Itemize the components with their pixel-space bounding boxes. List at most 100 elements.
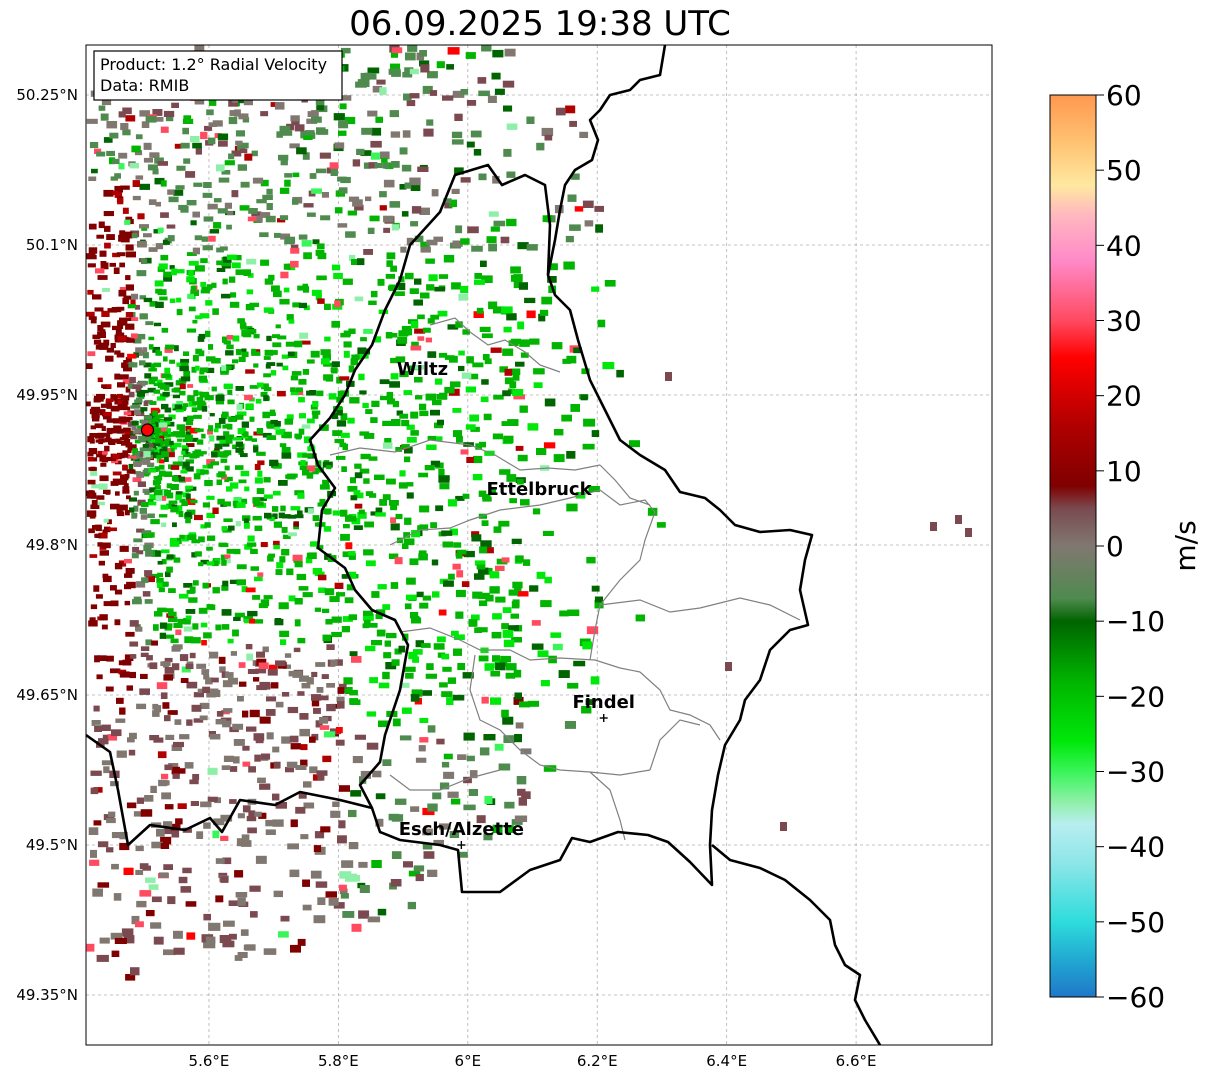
echo-bin	[503, 326, 512, 333]
echo-bin	[265, 387, 272, 391]
echo-bin	[413, 299, 423, 306]
echo-bin	[316, 243, 325, 250]
echo-bin	[175, 185, 185, 190]
echo-bin	[492, 433, 504, 440]
echo-bin	[190, 437, 199, 442]
echo-bin	[128, 507, 135, 513]
echo-bin	[139, 360, 146, 366]
echo-bin	[148, 336, 155, 341]
latitude-ticks: 50.25°N50.1°N49.95°N49.8°N49.65°N49.5°N4…	[16, 86, 78, 1004]
echo-bin	[163, 417, 173, 421]
echo-bin	[444, 386, 455, 394]
echo-bin	[88, 316, 97, 320]
echo-bin	[425, 337, 432, 343]
echo-bin	[289, 143, 300, 149]
echo-bin	[156, 828, 165, 837]
echo-bin	[181, 450, 186, 455]
echo-bin	[284, 236, 296, 244]
echo-bin	[311, 694, 321, 701]
echo-bin	[404, 67, 414, 74]
echo-bin	[296, 573, 307, 581]
echo-bin	[249, 885, 261, 892]
echo-bin	[256, 428, 264, 435]
echo-bin	[167, 896, 176, 905]
echo-bin	[201, 640, 207, 646]
echo-bin	[173, 557, 181, 563]
echo-bin	[194, 391, 203, 396]
echo-bin	[237, 952, 248, 958]
echo-bin	[114, 398, 121, 405]
echo-bin	[288, 319, 295, 324]
echo-bin	[243, 522, 250, 529]
echo-bin	[92, 888, 103, 897]
echo-bin	[481, 275, 493, 283]
echo-bin	[510, 266, 521, 274]
echo-bin	[142, 347, 148, 353]
echo-bin	[153, 936, 164, 945]
echo-bin	[511, 538, 522, 544]
echo-bin	[148, 368, 157, 372]
echo-bin	[137, 425, 143, 429]
echo-bin	[484, 358, 492, 365]
echo-bin	[286, 314, 294, 321]
echo-bin	[273, 890, 283, 898]
echo-bin	[237, 318, 245, 324]
echo-bin	[119, 831, 128, 840]
echo-bin	[504, 377, 514, 385]
echo-bin	[99, 345, 109, 350]
echo-bin	[192, 401, 200, 405]
echo-bin	[391, 851, 402, 859]
echo-bin	[451, 188, 460, 194]
echo-bin	[177, 438, 183, 442]
echo-bin	[88, 528, 95, 534]
echo-bin	[166, 492, 174, 499]
echo-bin	[363, 610, 373, 616]
echo-bin	[420, 64, 430, 73]
echo-bin	[312, 515, 320, 521]
echo-bin	[235, 447, 244, 453]
echo-bin	[164, 384, 170, 391]
echo-bin	[155, 349, 161, 356]
echo-bin	[195, 365, 200, 371]
echo-bin	[338, 683, 347, 689]
echo-bin	[136, 472, 144, 478]
echo-bin	[96, 151, 106, 157]
echo-bin	[513, 394, 525, 400]
echo-bin	[192, 247, 200, 255]
echo-bin	[300, 759, 308, 767]
echo-bin	[141, 226, 148, 231]
echo-bin	[264, 278, 273, 285]
echo-bin	[519, 405, 528, 413]
echo-bin	[319, 695, 329, 701]
lat-tick-label: 49.5°N	[26, 836, 78, 854]
echo-bin	[243, 431, 249, 437]
echo-bin	[193, 692, 204, 698]
echo-bin	[502, 390, 511, 397]
echo-bin	[153, 416, 160, 421]
echo-bin	[513, 281, 522, 289]
echo-bin	[88, 448, 98, 455]
echo-bin	[288, 595, 296, 602]
echo-bin	[164, 634, 175, 639]
echo-bin	[183, 403, 189, 407]
echo-bin	[221, 609, 232, 616]
echo-bin	[403, 532, 410, 538]
echo-bin	[569, 120, 577, 127]
lat-tick-label: 50.1°N	[26, 236, 78, 254]
echo-bin	[526, 310, 536, 319]
echo-bin	[105, 384, 112, 389]
echo-bin	[139, 863, 149, 870]
echo-bin	[501, 421, 513, 426]
echo-bin	[462, 329, 470, 335]
echo-bin	[414, 278, 422, 285]
echo-bin	[336, 455, 346, 460]
echo-bin	[115, 589, 123, 595]
echo-bin	[326, 683, 335, 688]
echo-bin	[312, 412, 319, 419]
echo-bin	[170, 465, 180, 470]
echo-bin	[162, 391, 170, 397]
echo-bin	[211, 452, 218, 458]
echo-bin	[416, 591, 424, 598]
echo-bin	[581, 368, 590, 375]
echo-bin	[160, 842, 170, 849]
